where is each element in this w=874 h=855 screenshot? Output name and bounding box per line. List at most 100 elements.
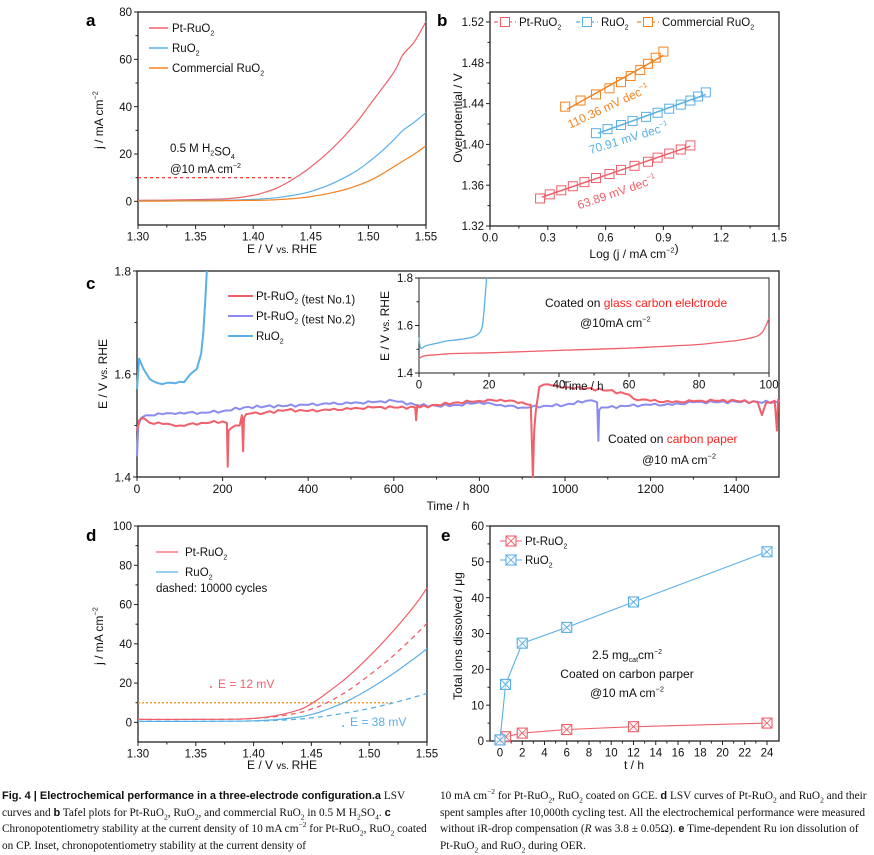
series-line-2 [499,551,768,740]
x-tick-label: 1000 [552,482,579,496]
x-tick-label: 0 [134,482,141,496]
x-tick-label: 10 [605,748,618,760]
marker-cross [628,596,639,608]
x-tick-label: 1200 [637,482,664,496]
y-tick-label: 20 [119,149,132,161]
x-tick-label: 22 [738,748,751,760]
legend-label: RuO2 [525,555,553,569]
x-tick-label: 1.35 [184,232,206,244]
x-tick-label: 1.55 [415,232,437,244]
caption-text: in 0.5 M H [304,806,357,819]
caption-text: Time-dependent Ru ion dissolution of Pt-… [440,823,859,852]
x-tick-label: 1.5 [771,233,787,245]
series-line-2 [137,622,428,721]
legend-label: Pt-RuO2 [525,536,567,550]
inset-x-axis-label: Time / h [562,381,603,393]
caption-sub: 2 [820,795,824,805]
series-line-4 [137,692,428,723]
data-point [544,189,555,200]
data-point [625,71,636,82]
figure-caption-left: Fig. 4 | Electrochemical performance in … [2,788,430,854]
data-point [642,156,653,167]
marker-cross [516,637,528,649]
data-point [650,52,661,63]
data-point [700,87,711,98]
caption-sub: 2 [548,795,553,805]
legend-label: Pt-RuO2 (test No.2) [256,311,355,326]
x-tick-label: 1.30 [127,232,149,244]
legend-label: Pt-RuO2 [172,23,214,37]
x-axis-label: t / h [624,758,644,772]
panel-label: a [86,11,96,30]
panel-d-lsv-cycling-chart: 1.30 1.35 1.40 1.45 1.50 1.55 0 20 40 60 80 100 d E /… [86,521,438,772]
annotation-current-density: @10 mA cm−2 [590,685,664,700]
marker-cross [761,546,773,558]
caption-sup: −2 [487,787,496,797]
series-line-1 [136,383,780,478]
data-point [627,596,640,608]
caption-text: , RuO [363,823,391,835]
marker-cross [628,721,639,732]
caption-text: was 3.8 ± 0.05Ω). [591,823,679,835]
inset-annotation-coated-on: Coated on glass carbon elelctrode [545,296,727,310]
y-axis-label: j / mA cm−2 [91,91,106,150]
plot-frame [489,11,780,227]
marker-cross [505,535,517,547]
data-point [579,177,590,188]
caption-sub: 2 [390,828,395,838]
x-tick-label: 80 [693,380,706,392]
marker-cross [561,724,573,735]
y-tick-label: 80 [119,7,132,19]
inset-annotation-current-density: @10mA cm−2 [580,315,651,330]
x-tick-label: 1.45 [300,232,322,244]
x-tick-label: 20 [483,380,496,392]
data-point [761,546,773,558]
plot-frame [137,525,428,743]
y-tick-label: 40 [119,102,132,114]
data-point [627,115,638,126]
data-point [567,181,578,192]
data-point [652,107,663,118]
legend-label: RuO2 [172,43,200,57]
panel-c-chronopotentiometry-chart: 0 200 400 600 800 1000 1200 14001.41.61.8cTime … [86,264,780,513]
data-point [590,173,601,184]
legend-label: RuO2 [256,331,284,345]
caption-sub: 2 [773,795,777,805]
y-tick-label: 1.4 [114,470,131,484]
inset-background [419,278,769,373]
caption-sub: 2 [474,844,479,854]
caption-sub: 2 [164,811,168,821]
annotation-delta-e-pt-ruo2: E = 12 mV [218,677,274,691]
data-point [642,58,653,69]
annotation-current-density: @10 mA cm−2 [642,452,716,467]
y-tick-label: 60 [119,54,132,66]
x-tick-label: 60 [623,380,636,392]
fit-line-3 [566,54,664,110]
annotation-coated-on: Coated on carbon paper [608,432,737,446]
data-point [761,717,773,729]
legend-marker [505,535,517,547]
y-tick-label: 60 [119,600,132,612]
y-tick-label: 1.4 [397,368,414,380]
x-tick-label: 4 [541,748,548,760]
x-tick-label: 1.50 [358,749,380,761]
caption-text: , RuO [167,806,195,819]
x-tick-label: 100 [759,380,778,392]
y-tick-label: 1.36 [462,180,484,192]
data-point [561,723,573,736]
x-axis-label: E / V vs. RHE [247,242,317,256]
legend-marker [505,554,517,566]
y-tick-label: 50 [471,557,484,569]
caption-text: , and commercial RuO [198,806,301,819]
legend-marker [643,17,653,27]
data-point [641,111,652,122]
x-tick-label: 1.35 [185,749,207,761]
y-tick-label: 20 [471,664,484,676]
data-point [616,77,627,88]
caption-text: and RuO [776,790,821,802]
x-tick-label: 0.9 [655,233,671,245]
x-tick-label: 1.40 [242,749,264,761]
x-tick-label: 1.30 [127,749,149,761]
panel-label: d [86,526,96,545]
